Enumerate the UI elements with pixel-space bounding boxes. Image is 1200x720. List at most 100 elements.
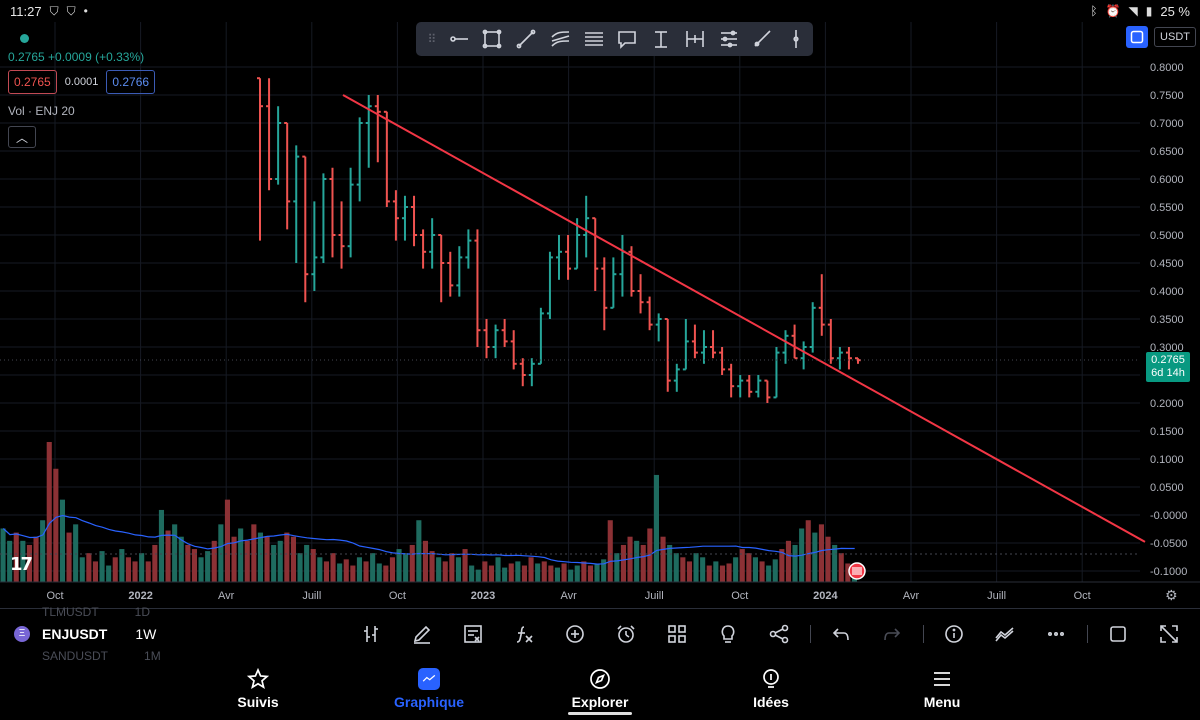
volume-bar	[726, 563, 732, 582]
prev-symbol[interactable]: TLMUSDT 1D	[42, 604, 151, 619]
volume-bar	[106, 565, 112, 582]
volume-bar	[766, 565, 772, 582]
redo-button[interactable]	[872, 614, 912, 654]
parallel-channel-tool[interactable]	[543, 22, 577, 56]
toolbar-separator	[810, 624, 811, 643]
ray-tool[interactable]	[745, 22, 779, 56]
flag-inner	[852, 567, 862, 575]
price-bar	[501, 319, 508, 347]
drawing-button[interactable]	[402, 614, 442, 654]
volume-bar	[172, 524, 178, 582]
more-button[interactable]	[1036, 614, 1076, 654]
price-bar	[728, 363, 735, 398]
compare-button[interactable]	[985, 614, 1025, 654]
price-bar	[646, 296, 653, 331]
indicators-button[interactable]	[453, 614, 493, 654]
sell-button[interactable]: 0.2765	[8, 70, 57, 94]
symbol-selector[interactable]: TLMUSDT 1D Ξ ENJUSDT 1W SANDUSDT 1M	[0, 605, 351, 663]
fib-icon	[584, 32, 603, 46]
price-bar	[546, 251, 553, 319]
add-button[interactable]	[555, 614, 595, 654]
horizontal-ray-tool[interactable]	[442, 22, 476, 56]
fib-retracement-tool[interactable]	[577, 22, 611, 56]
buy-button[interactable]: 0.2766	[106, 70, 156, 94]
price-bar	[492, 324, 499, 359]
price-bar	[456, 246, 463, 297]
lightbulb-icon	[763, 669, 779, 688]
ideas-button[interactable]	[708, 614, 748, 654]
undo-button[interactable]	[821, 614, 861, 654]
volume-bar	[812, 532, 818, 582]
nav-explore[interactable]: Explorer	[515, 658, 686, 720]
nav-menu[interactable]: Menu	[857, 658, 1028, 720]
alert-button[interactable]	[606, 614, 646, 654]
volume-bar	[112, 557, 118, 582]
last-price-value: 0.2765	[1151, 354, 1185, 366]
info-button[interactable]	[934, 614, 974, 654]
price-bar	[374, 95, 381, 163]
tradingview-logo: 𝟭𝟳	[10, 554, 33, 574]
nav-ideas[interactable]: Idées	[686, 658, 857, 720]
volume-bar	[350, 565, 356, 582]
nav-label: Menu	[923, 694, 961, 710]
indicator-icon	[464, 624, 482, 643]
rectangle-tool[interactable]	[476, 22, 510, 56]
volume-bar	[561, 563, 567, 582]
expand-icon	[1160, 624, 1178, 643]
volume-bar	[667, 544, 673, 582]
interval-selector[interactable]: 1W	[135, 625, 157, 642]
currency-selector[interactable]: USDT	[1154, 27, 1196, 47]
vertical-line-tool[interactable]	[779, 22, 813, 56]
y-tick-label: 0.3000	[1150, 342, 1184, 354]
y-tick-label: 0.2000	[1150, 398, 1184, 410]
top-right-controls: USDT	[1126, 26, 1196, 48]
toolbar-separator	[1087, 624, 1088, 643]
volume-bar	[389, 557, 395, 582]
grid-icon	[668, 624, 686, 643]
disjoint-channel-tool[interactable]	[712, 22, 746, 56]
drag-handle-icon[interactable]: ⠿	[427, 32, 437, 46]
anchored-text-tool[interactable]	[644, 22, 678, 56]
price-bar	[510, 330, 517, 370]
price-bar	[664, 318, 671, 392]
layout-button[interactable]	[1126, 26, 1149, 48]
nav-watchlist[interactable]: Suivis	[173, 658, 344, 720]
volume-bar	[26, 544, 32, 582]
nav-chart[interactable]: Graphique	[344, 658, 515, 720]
price-bar	[574, 218, 581, 270]
trend-line-tool[interactable]	[509, 22, 543, 56]
horizontal-ray-icon	[449, 36, 468, 42]
volume-bar	[343, 559, 349, 582]
price-range-tool[interactable]	[678, 22, 712, 56]
volume-bar	[587, 565, 593, 582]
market-status-dot	[20, 34, 29, 43]
next-symbol[interactable]: SANDUSDT 1M	[42, 648, 161, 663]
price-bar	[592, 217, 599, 291]
fullscreen-button[interactable]	[1149, 614, 1189, 654]
price-bar	[773, 347, 780, 399]
volume-bar	[535, 563, 541, 582]
select-area-button[interactable]	[1098, 614, 1138, 654]
price-bar	[347, 167, 354, 258]
share-button[interactable]	[759, 614, 799, 654]
price-bar	[438, 234, 445, 303]
collapse-legend-button[interactable]: ︿	[8, 126, 36, 148]
price-chart[interactable]: 0.8000 0.7500 0.7000 0.6500 0.6000 0.5500 0.50…	[0, 0, 1200, 608]
chart-type-button[interactable]	[351, 614, 391, 654]
volume-bar	[383, 565, 389, 582]
battery-level: 25 %	[1160, 3, 1190, 19]
price-bar	[655, 313, 662, 342]
symbol-name[interactable]: ENJUSDT	[42, 625, 108, 642]
callout-tool[interactable]	[611, 22, 645, 56]
price-bar	[755, 375, 762, 398]
formula-button[interactable]	[504, 614, 544, 654]
price-bar	[700, 330, 707, 364]
volume-bar	[568, 569, 574, 582]
volume-bar	[832, 544, 838, 582]
price-bar	[392, 190, 399, 241]
compare-icon	[995, 626, 1014, 642]
layout-grid-button[interactable]	[657, 614, 697, 654]
volume-bar	[640, 544, 646, 582]
wifi-icon: ◥	[1128, 4, 1138, 18]
axis-settings-icon[interactable]: ⚙	[1165, 587, 1178, 603]
